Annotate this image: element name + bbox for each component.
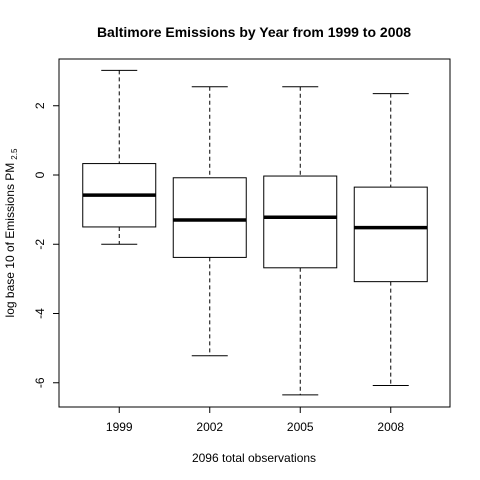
y-tick-label: -6 [33, 377, 47, 388]
x-axis: 1999 2002 2005 2008 [106, 406, 404, 434]
y-tick-label: -4 [33, 308, 47, 319]
box-1999 [82, 69, 157, 245]
iqr-box [353, 186, 428, 283]
box-group [82, 69, 428, 396]
y-axis-label: log base 10 of Emissions PM 2.5 [3, 148, 19, 317]
plot-area [58, 58, 451, 408]
y-tick-label: 2 [33, 102, 47, 109]
y-tick-label: 0 [33, 171, 47, 178]
y-axis-label-main: log base 10 of Emissions PM [3, 163, 17, 318]
x-tick-label: 2008 [377, 420, 404, 434]
x-tick-label: 2002 [196, 420, 223, 434]
y-axis-label-subscript: 2.5 [10, 148, 19, 160]
y-axis: 2 0 -2 -4 -6 [33, 102, 60, 388]
box-2008 [353, 93, 428, 387]
chart-title: Baltimore Emissions by Year from 1999 to… [97, 24, 411, 40]
iqr-box [263, 175, 338, 269]
box-2002 [172, 86, 247, 357]
x-axis-label: 2096 total observations [192, 451, 316, 465]
box-2005 [263, 86, 338, 396]
x-tick-label: 1999 [106, 420, 133, 434]
x-tick-label: 2005 [287, 420, 314, 434]
iqr-box [172, 177, 247, 258]
y-tick-label: -2 [33, 239, 47, 250]
